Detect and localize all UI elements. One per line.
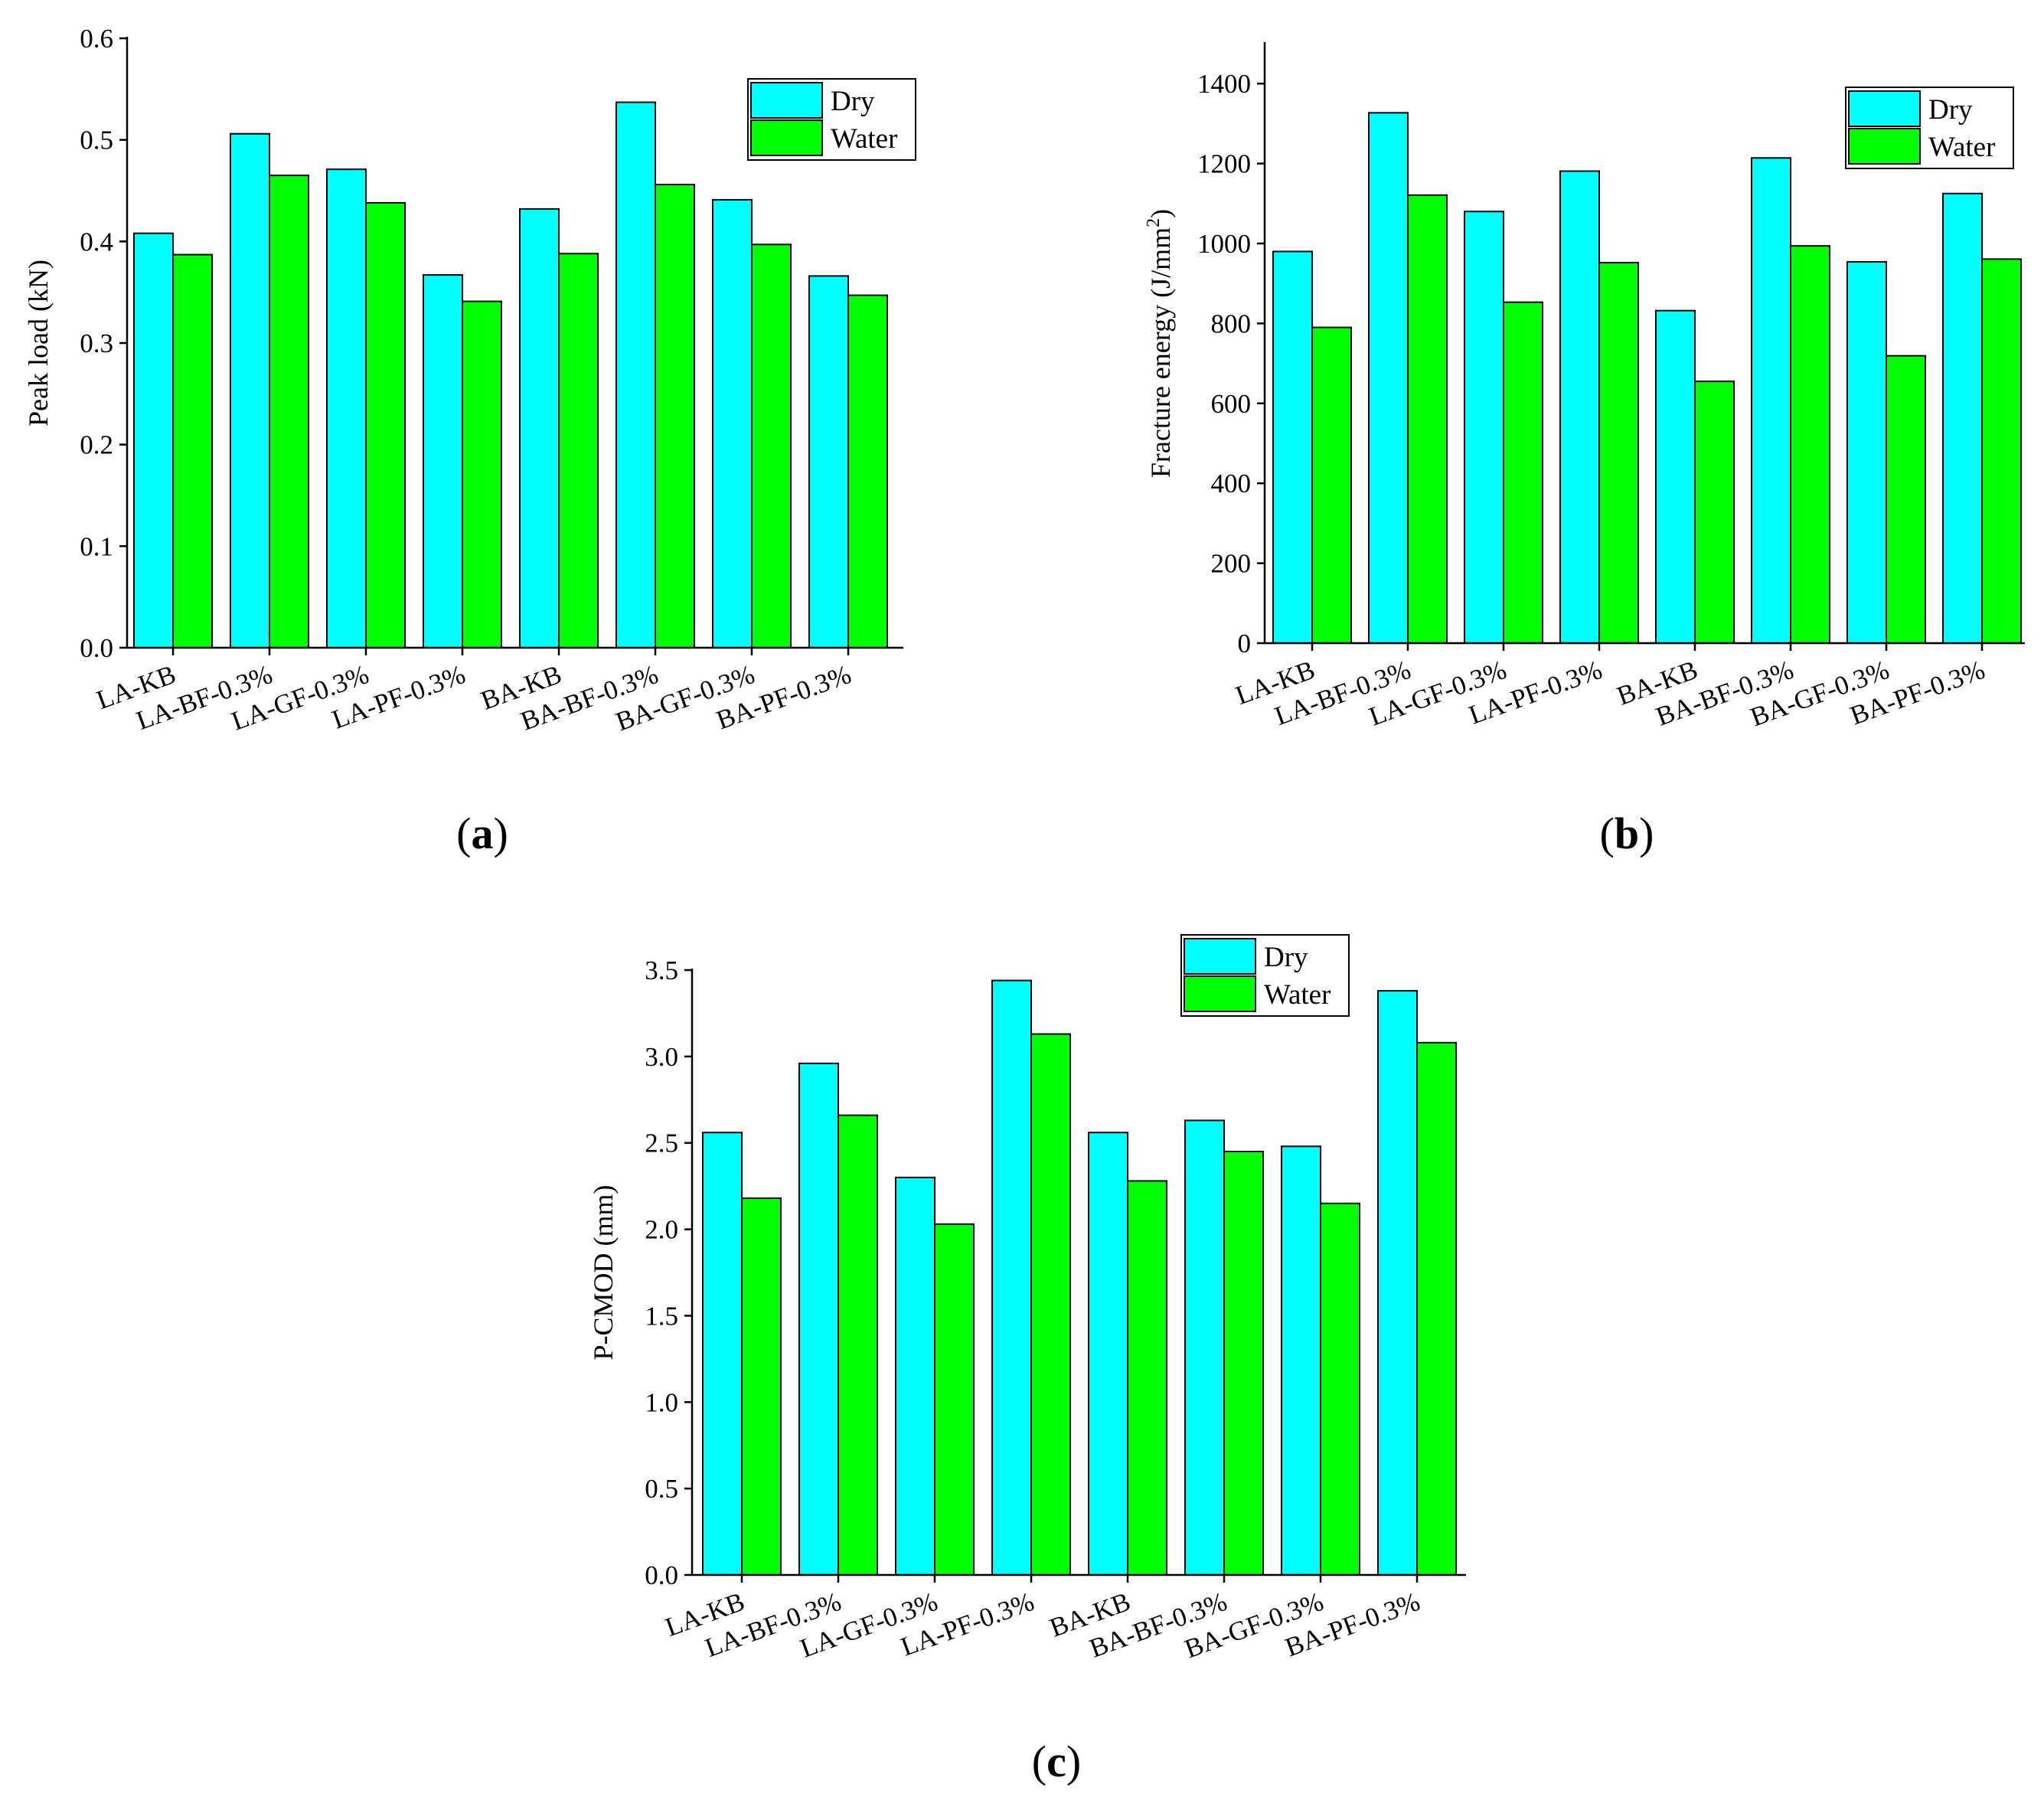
bar-water-2 <box>365 201 406 649</box>
bar-water-7 <box>847 294 888 649</box>
legend-swatch-water <box>1848 128 1921 165</box>
chart-panel-c: 0.00.51.01.52.02.53.03.5LA-KBLA-BF-0.3%L… <box>588 934 1466 1664</box>
bar-dry-6 <box>1846 261 1887 644</box>
legend-swatch-water <box>750 119 823 156</box>
bar-water-1 <box>1407 194 1448 644</box>
bar-water-5 <box>1223 1151 1264 1576</box>
y-axis-label: Peak load (kN) <box>23 260 54 426</box>
y-tick-label-0: 0 <box>1238 629 1252 658</box>
bar-dry-7 <box>808 275 849 649</box>
chart-panel-a: 0.00.10.20.30.40.50.6LA-KBLA-BF-0.3%LA-G… <box>23 24 916 737</box>
legend-swatch-dry <box>1848 90 1921 127</box>
bar-dry-2 <box>895 1176 935 1576</box>
y-tick-label-3: 1.5 <box>645 1301 678 1331</box>
legend-swatch-water <box>1184 975 1256 1012</box>
bar-water-1 <box>838 1114 878 1576</box>
bar-water-6 <box>751 243 792 649</box>
y-axis-label: Fracture energy (J/mm2) <box>1144 209 1176 478</box>
bar-dry-7 <box>1942 192 1983 644</box>
y-tick-label-1: 0.5 <box>645 1474 678 1504</box>
y-tick-label-2: 1.0 <box>645 1387 678 1417</box>
y-tick-label-3: 600 <box>1211 389 1252 419</box>
bar-dry-5 <box>615 101 656 649</box>
y-tick-label-4: 0.4 <box>80 227 113 256</box>
legend-swatch-dry <box>1184 938 1256 975</box>
bar-dry-3 <box>991 979 1032 1576</box>
y-tick-label-4: 2.0 <box>645 1215 678 1245</box>
bar-water-5 <box>1790 245 1830 644</box>
y-tick-label-5: 0.5 <box>80 126 113 155</box>
y-tick-label-3: 0.3 <box>80 328 113 358</box>
bar-water-2 <box>934 1223 975 1576</box>
y-tick-label-1: 0.1 <box>80 531 113 561</box>
bar-dry-4 <box>1655 309 1696 644</box>
legend-label-water: Water <box>1928 132 1995 163</box>
y-tick-label-0: 0.0 <box>80 633 113 663</box>
bar-water-3 <box>1030 1033 1071 1576</box>
legend-label-dry: Dry <box>1928 94 1973 126</box>
y-tick-label-4: 800 <box>1211 309 1252 338</box>
legend-label-water: Water <box>1264 979 1331 1011</box>
bar-dry-2 <box>1464 211 1504 644</box>
bar-water-3 <box>1598 262 1639 644</box>
bar-dry-3 <box>1559 170 1600 644</box>
legend-label-dry: Dry <box>1264 942 1308 973</box>
y-tick-label-6: 1200 <box>1197 149 1251 179</box>
bar-dry-1 <box>1368 112 1409 644</box>
bar-dry-5 <box>1751 157 1791 645</box>
bar-dry-7 <box>1377 990 1418 1576</box>
bar-dry-4 <box>1088 1132 1128 1576</box>
panel-label-c: (c) <box>1032 1736 1081 1786</box>
bar-water-5 <box>655 184 695 649</box>
panel-label-a: (a) <box>456 809 508 858</box>
bar-water-4 <box>1694 381 1735 644</box>
bar-dry-1 <box>798 1062 839 1576</box>
bar-water-0 <box>172 253 213 649</box>
bar-dry-6 <box>1281 1145 1321 1576</box>
y-tick-label-7: 3.5 <box>645 956 678 985</box>
y-tick-label-5: 2.5 <box>645 1129 678 1158</box>
y-tick-label-1: 200 <box>1211 549 1252 579</box>
bar-dry-0 <box>1272 250 1313 644</box>
y-tick-label-6: 0.6 <box>80 24 113 54</box>
bar-water-0 <box>741 1197 782 1576</box>
panel-label-b: (b) <box>1600 809 1654 858</box>
y-tick-label-2: 0.2 <box>80 430 113 460</box>
bar-dry-0 <box>133 232 174 649</box>
y-tick-label-0: 0.0 <box>645 1560 678 1590</box>
bar-water-7 <box>1416 1041 1457 1576</box>
y-tick-label-6: 3.0 <box>645 1042 678 1072</box>
bar-dry-6 <box>712 198 753 649</box>
y-tick-label-2: 400 <box>1211 469 1252 498</box>
bar-water-4 <box>558 253 599 649</box>
legend-label-water: Water <box>831 123 897 155</box>
bar-dry-0 <box>702 1132 743 1576</box>
legend-swatch-dry <box>750 82 823 119</box>
bar-dry-5 <box>1184 1119 1225 1576</box>
bar-water-4 <box>1127 1180 1167 1576</box>
y-tick-label-7: 1400 <box>1197 69 1251 99</box>
bar-dry-3 <box>423 274 463 649</box>
bar-water-6 <box>1886 354 1926 644</box>
bar-dry-1 <box>230 132 270 649</box>
y-axis-label: P-CMOD (mm) <box>588 1184 619 1360</box>
legend-label-dry: Dry <box>831 86 875 117</box>
bar-water-6 <box>1320 1202 1360 1576</box>
bar-dry-4 <box>519 207 560 649</box>
bar-water-0 <box>1311 326 1352 644</box>
bar-water-1 <box>269 175 309 649</box>
bar-water-7 <box>1981 258 2022 644</box>
bar-water-2 <box>1503 301 1543 644</box>
bar-water-3 <box>462 300 502 649</box>
bar-dry-2 <box>326 168 367 649</box>
y-tick-label-5: 1000 <box>1197 229 1251 259</box>
chart-panel-b: 0200400600800100012001400LA-KBLA-BF-0.3%… <box>1144 42 2025 732</box>
